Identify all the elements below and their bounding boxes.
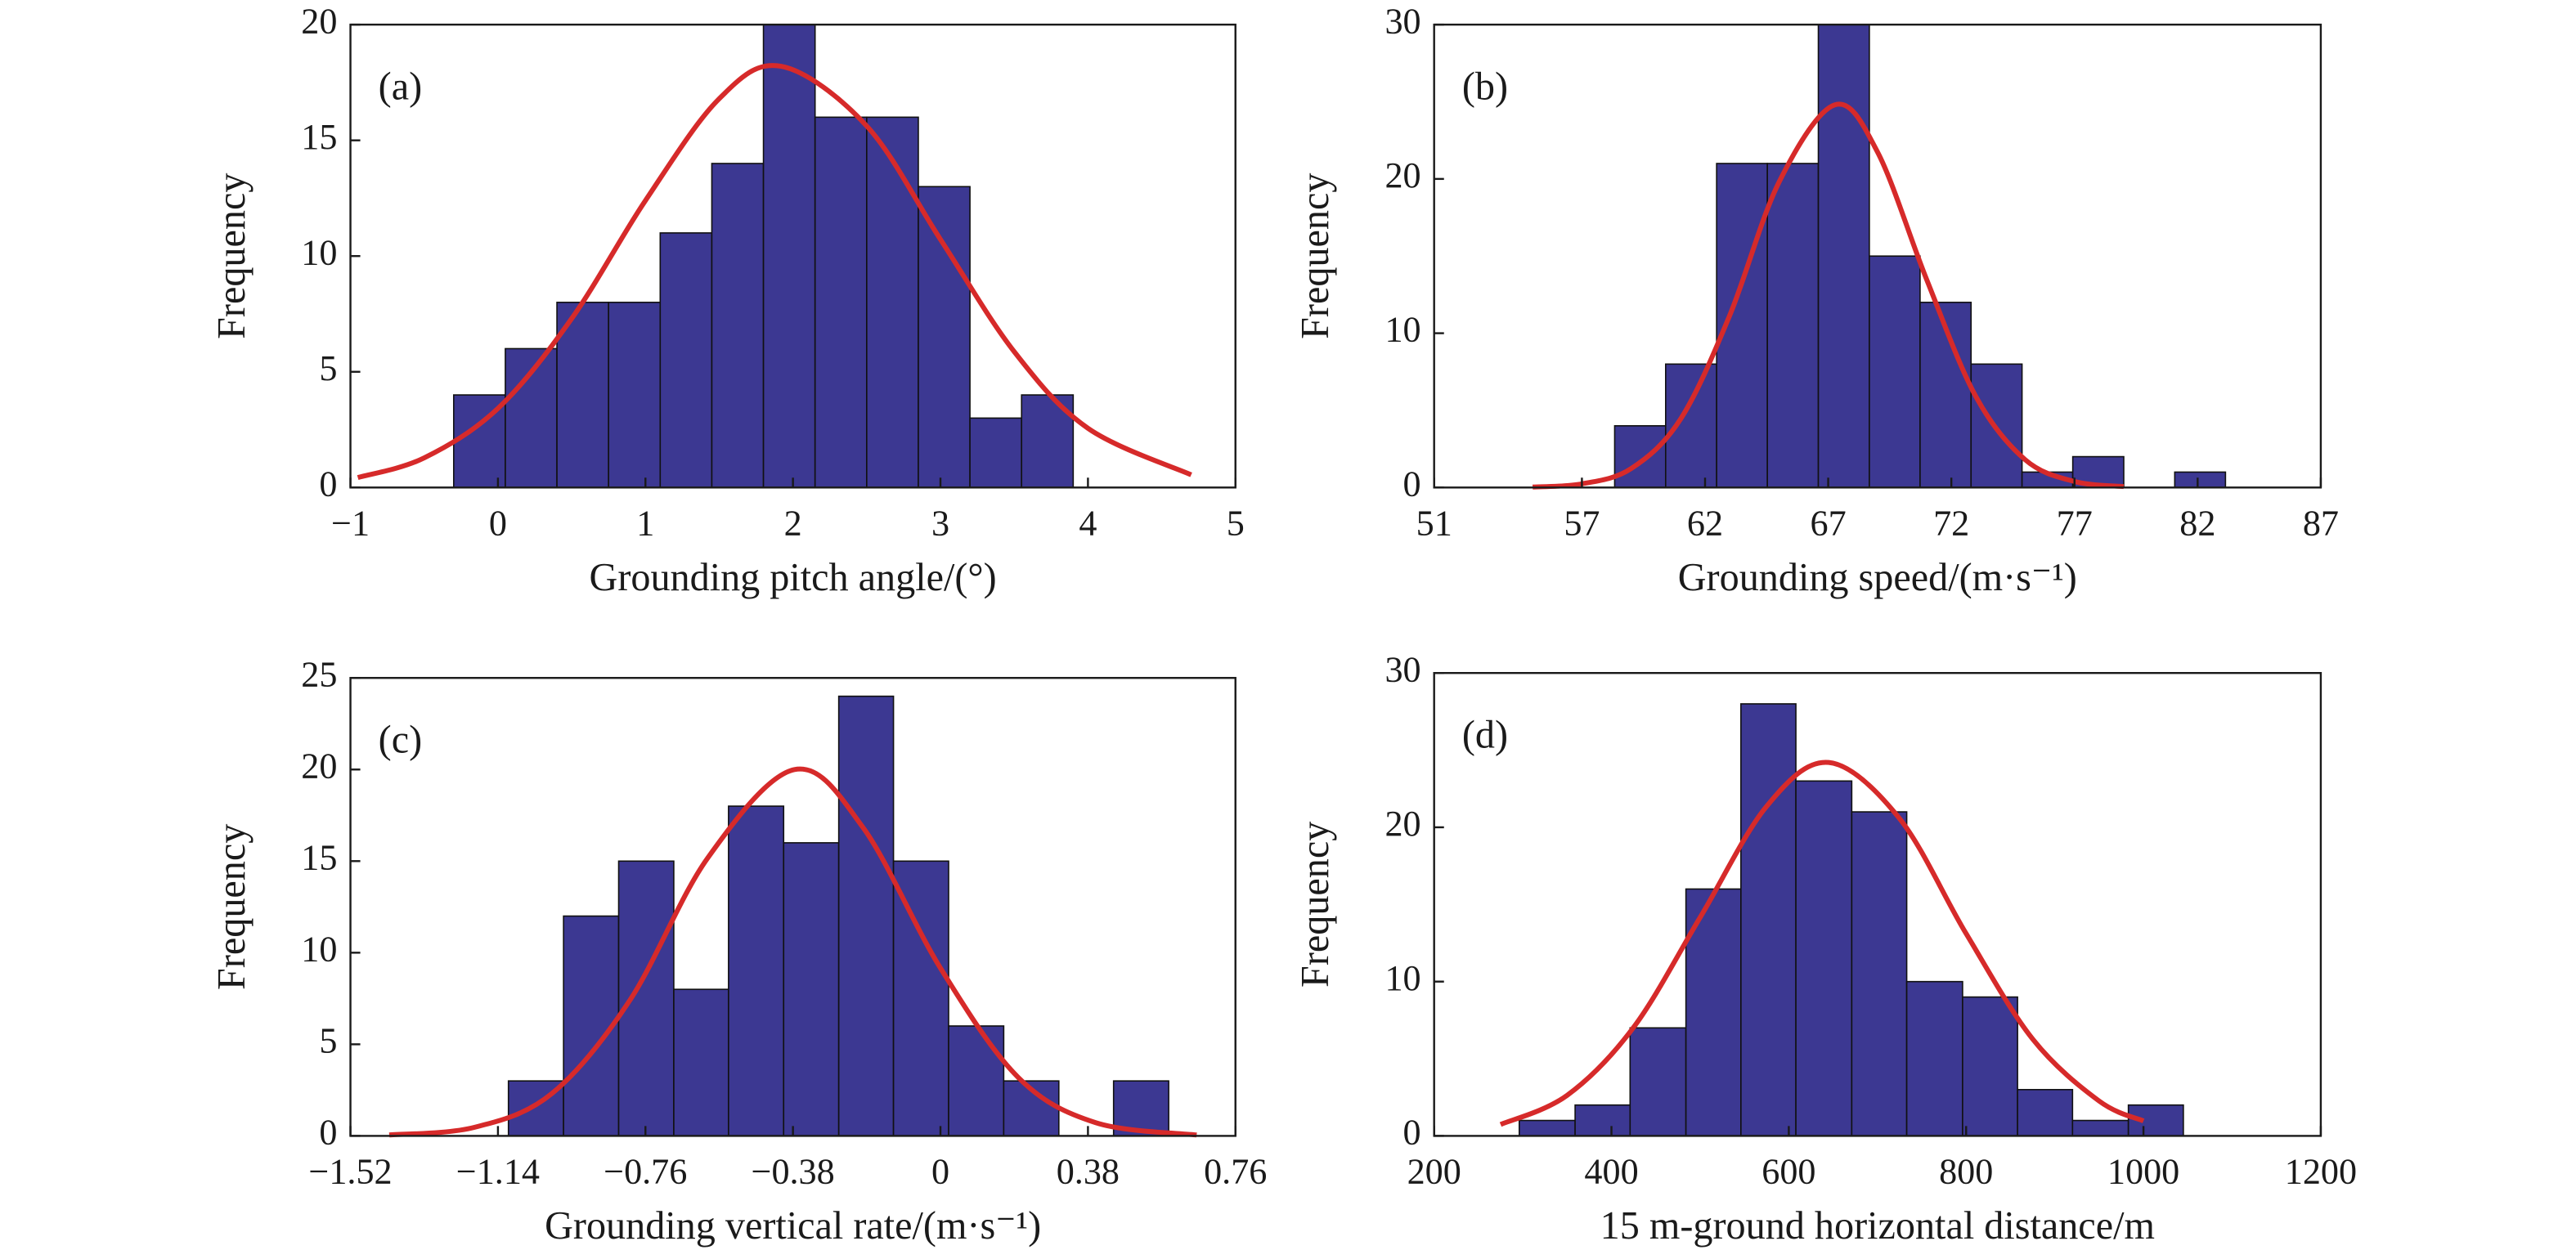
y-tick-label: 5: [319, 1021, 337, 1061]
x-tick-label: 0: [489, 504, 507, 544]
y-tick-label: 10: [301, 232, 337, 272]
bar: [1851, 811, 1908, 1137]
bar: [814, 116, 868, 489]
y-tick-label: 0: [1403, 1113, 1421, 1153]
fit-curve: [1532, 101, 2125, 490]
x-tick-label: −1: [331, 504, 370, 544]
x-tick-label: 4: [1079, 504, 1097, 544]
x-tick-label: −1.14: [456, 1152, 540, 1192]
x-axis-label: Grounding vertical rate/(m·s⁻¹): [545, 1204, 1041, 1248]
bar: [892, 860, 949, 1137]
bar: [1795, 780, 1853, 1137]
x-tick-label: 400: [1584, 1152, 1638, 1192]
x-tick-label: 1: [636, 504, 654, 544]
y-tick-label: 30: [1384, 1, 1420, 41]
x-tick-label: 82: [2179, 504, 2215, 544]
bar: [1740, 703, 1797, 1137]
x-tick-label: 1200: [2285, 1152, 2357, 1192]
bar: [673, 988, 729, 1137]
bar: [617, 860, 675, 1137]
x-tick-label: 5: [1227, 504, 1245, 544]
y-axis-label: Frequency: [1294, 822, 1337, 988]
bar: [1905, 980, 1963, 1137]
x-tick-label: 77: [2057, 504, 2093, 544]
x-tick-label: 600: [1761, 1152, 1815, 1192]
bar: [2071, 1119, 2129, 1137]
bar: [918, 186, 971, 489]
bar: [1518, 1119, 1576, 1137]
y-tick-label: 5: [319, 348, 337, 388]
bar: [866, 116, 919, 489]
x-tick-label: 200: [1407, 1152, 1461, 1192]
bar: [762, 24, 816, 489]
y-tick-label: 10: [1384, 310, 1420, 350]
bar: [711, 163, 765, 489]
y-tick-label: 20: [301, 746, 337, 786]
bar: [2017, 1088, 2074, 1137]
bar: [1817, 24, 1870, 489]
bar: [608, 302, 662, 489]
x-tick-label: −1.52: [308, 1152, 392, 1192]
x-tick-label: 72: [1933, 504, 1969, 544]
bar: [1869, 255, 1921, 489]
y-tick-label: 15: [301, 837, 337, 877]
bar: [1629, 1027, 1687, 1137]
panel-label: (b): [1462, 65, 1508, 108]
fit-curve: [357, 63, 1192, 481]
bar: [1574, 1104, 1631, 1137]
y-axis-label: Frequency: [1294, 173, 1337, 339]
bar: [2174, 471, 2227, 489]
panel-label: (c): [379, 719, 422, 762]
panel-label: (d): [1462, 714, 1508, 757]
x-tick-label: 2: [784, 504, 802, 544]
x-tick-label: 87: [2303, 504, 2339, 544]
x-tick-label: 57: [1564, 504, 1600, 544]
y-tick-label: 10: [301, 929, 337, 969]
bar: [969, 417, 1023, 489]
x-tick-label: 3: [931, 504, 949, 544]
y-tick-label: 0: [1403, 464, 1421, 504]
bar: [659, 232, 713, 489]
y-tick-label: 20: [1384, 155, 1420, 195]
bar: [1766, 163, 1820, 489]
y-axis-label: Frequency: [210, 824, 254, 990]
y-tick-label: 15: [301, 117, 337, 157]
bar: [948, 1025, 1005, 1137]
x-tick-label: 1000: [2107, 1152, 2179, 1192]
x-axis-label: Grounding speed/(m·s⁻¹): [1678, 556, 2077, 599]
bar: [1962, 996, 2018, 1137]
x-tick-label: 0.76: [1204, 1152, 1267, 1192]
x-tick-label: 0.38: [1057, 1152, 1120, 1192]
fit-curve: [1499, 759, 2145, 1127]
y-tick-label: 10: [1384, 958, 1420, 998]
x-axis-label: Grounding pitch angle/(°): [590, 556, 997, 599]
y-tick-label: 20: [1384, 804, 1420, 844]
y-tick-label: 0: [319, 464, 337, 504]
x-tick-label: −0.38: [752, 1152, 835, 1192]
bar: [783, 842, 840, 1137]
x-tick-label: 0: [931, 1152, 949, 1192]
x-tick-label: −0.76: [604, 1152, 687, 1192]
y-tick-label: 0: [319, 1113, 337, 1153]
bar: [1613, 425, 1667, 489]
bar: [837, 695, 895, 1137]
plot-frame: [1433, 23, 2322, 489]
fit-curve: [388, 766, 1197, 1138]
x-axis-label: 15 m-ground horizontal distance/m: [1600, 1204, 2155, 1248]
y-tick-label: 30: [1384, 649, 1420, 689]
y-tick-label: 25: [301, 654, 337, 694]
x-tick-label: 62: [1687, 504, 1723, 544]
panel-label: (a): [379, 65, 422, 108]
plot-frame: [1433, 672, 2322, 1137]
bar: [728, 805, 785, 1137]
x-tick-label: 800: [1939, 1152, 1993, 1192]
y-axis-label: Frequency: [210, 173, 254, 339]
y-tick-label: 20: [301, 1, 337, 41]
x-tick-label: 51: [1416, 504, 1452, 544]
x-tick-label: 67: [1810, 504, 1846, 544]
